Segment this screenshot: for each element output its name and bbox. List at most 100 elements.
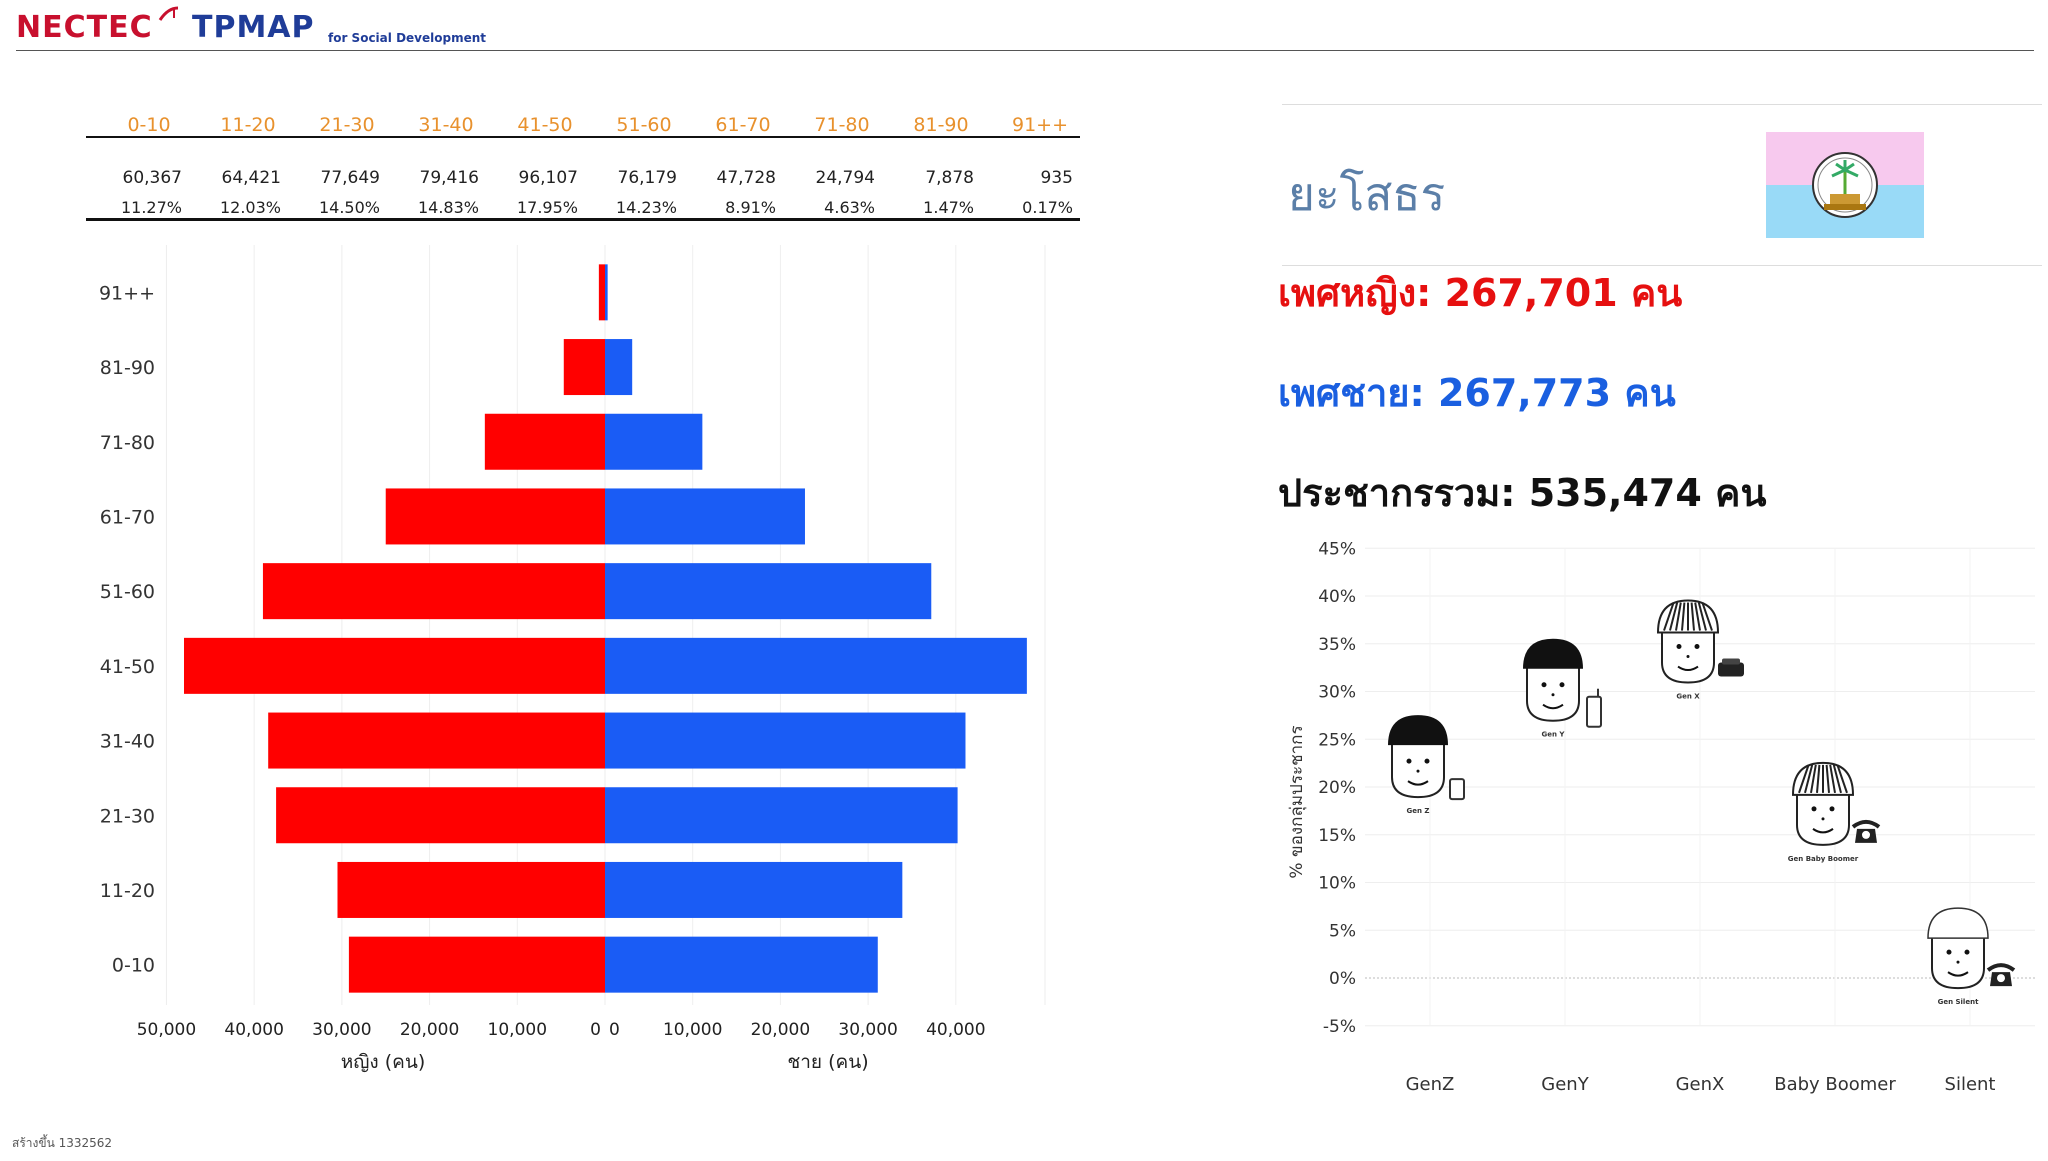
gen-y-tick-label: 10% [1318,874,1356,894]
female-bar [184,637,605,694]
rotary-dial [1997,974,2005,983]
gen-category-label: GenY [1541,1074,1589,1095]
mobile-phone-icon [1586,695,1602,728]
gen-category-label: GenX [1676,1074,1725,1095]
footer-note: สร้างขึ้น 1332562 [12,1136,113,1150]
female-bar [563,339,605,396]
female-bar [262,563,605,620]
female-bar [337,861,605,918]
gen-y-tick-label: 35% [1318,635,1356,655]
nectec-swoosh-icon [158,6,179,21]
tpmap-logo: TPMAP [192,10,315,45]
face-eye [1541,682,1547,688]
gen-y-tick-label: 5% [1329,921,1356,941]
face-eye [1829,806,1835,812]
age-count-cell: 60,367 [122,168,182,188]
gen-category-label: GenZ [1406,1074,1455,1095]
gen-face-marker: Gen Y [1523,638,1602,739]
hair-strand [1804,764,1814,794]
gen-y-tick-label: 45% [1318,540,1356,559]
desk-phone-icon [1718,662,1744,677]
hair-strand [1836,764,1848,794]
hair-strand [1669,602,1679,631]
age-header-cell: 11-20 [220,114,276,136]
pyramid-tick-label: 10,000 [488,1020,547,1040]
gen-y-tick-label: 25% [1318,730,1356,750]
male-bar [605,861,903,918]
male-bar [605,264,608,321]
gen-y-tick-label: 30% [1318,683,1356,703]
gen-category-label: Silent [1945,1074,1996,1095]
age-percent-cell: 8.91% [725,198,776,217]
desk-phone-handset [1722,658,1740,665]
age-percent-cell: 11.27% [120,198,182,217]
male-total: เพศชาย: 267,773 คน [1278,371,1676,415]
face-nose [1821,817,1825,821]
gen-point-label: Gen Z [1407,807,1430,815]
gen-category-label: Baby Boomer [1774,1074,1896,1095]
pyramid-category-label: 0-10 [112,955,155,977]
male-bar [605,787,958,844]
hair-strand [1690,602,1695,631]
face-eye [1946,949,1952,955]
face-nose [1551,693,1555,697]
age-header-cell: 51-60 [616,114,672,136]
panel-mid-rule [1282,265,2042,266]
hair-strand [1816,764,1821,793]
age-percent-cell: 14.23% [615,198,677,217]
female-bar [276,787,605,844]
gen-y-tick-label: 20% [1318,778,1356,798]
tablet-icon [1449,778,1465,801]
age-header-cell: 21-30 [319,114,375,136]
pyramid-tick-label: 40,000 [926,1020,985,1040]
generation-chart: 45% 40% 35% 30% 25% 20% 15% 10% 5% 0% -5% % ของกลุ่… [1287,540,2035,1095]
gen-y-tick-label: 0% [1329,969,1356,989]
hair-strand [1694,602,1701,631]
face-eye [1694,644,1700,650]
face-mouth [1947,971,1969,977]
hair-strand [1810,764,1817,794]
female-bar [385,488,605,545]
nectec-logo: NECTEC [16,10,153,45]
pyramid-tick-label: 40,000 [224,1020,283,1040]
face-eye [1424,758,1430,764]
gen-y-tick-label: 40% [1318,587,1356,607]
population-pyramid-chart: 0-10 11-20 21-30 31-40 41-50 51-60 61-70 71-80 8… [99,245,1046,1073]
gen-y-tick-label: -5% [1323,1017,1356,1037]
face-eye [1676,644,1682,650]
pyramid-category-label: 21-30 [100,805,155,827]
hair-shape [1388,715,1448,746]
pyramid-tick-label: 20,000 [751,1020,810,1040]
face-mouth [1677,665,1699,672]
age-count-cell: 64,421 [221,168,281,188]
pyramid-category-label: 81-90 [100,357,155,379]
hair-strand [1825,764,1830,793]
hair-strand [1798,764,1810,794]
age-percent-cell: 17.95% [516,198,578,217]
pyramid-category-label: 51-60 [100,581,155,603]
gen-face-marker: Gen X [1656,599,1744,701]
male-bar [605,637,1027,694]
gen-face-marker: Gen Baby Boomer [1788,761,1881,863]
gen-face-marker: Gen Z [1388,715,1465,815]
face-nose [1956,960,1960,964]
pyramid-female-axis-label: หญิง (คน) [341,1051,426,1073]
rotary-handset [1851,819,1881,829]
male-bar [605,488,805,545]
gen-point-label: Gen Y [1542,731,1566,739]
pyramid-tick-label: 20,000 [400,1020,459,1040]
male-bar [605,936,878,993]
age-count-cell: 935 [1040,168,1073,188]
table-bottom-rule [86,218,1080,221]
pyramid-tick-label: 50,000 [137,1020,196,1040]
pyramid-tick-label: 30,000 [312,1020,371,1040]
age-percent-cell: 14.50% [318,198,380,217]
male-bar [605,413,703,470]
pyramid-category-label: 41-50 [100,656,155,678]
face-nose [1416,769,1420,773]
male-bar [605,563,932,620]
panel-top-rule [1282,104,2042,105]
female-bar [598,264,605,321]
age-header-cell: 61-70 [715,114,771,136]
pyramid-category-label: 11-20 [100,880,155,902]
